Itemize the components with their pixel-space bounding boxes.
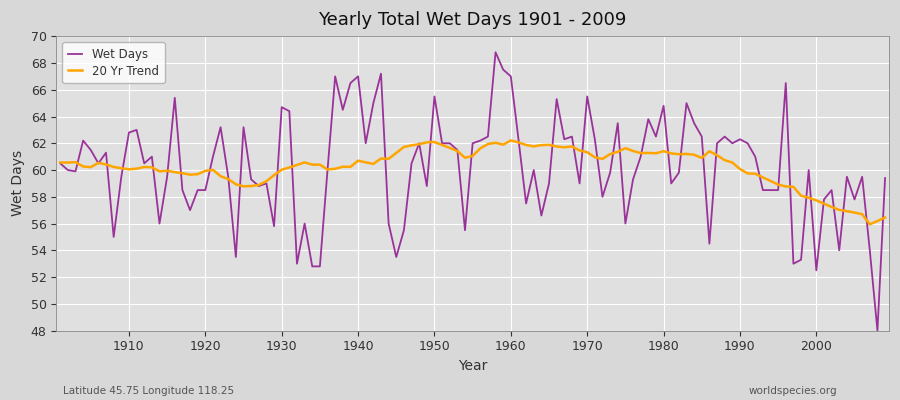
Line: 20 Yr Trend: 20 Yr Trend bbox=[60, 140, 885, 224]
Wet Days bbox=[116, 174, 127, 179]
Text: Latitude 45.75 Longitude 118.25: Latitude 45.75 Longitude 118.25 bbox=[63, 386, 234, 396]
20 Yr Trend bbox=[498, 142, 508, 147]
Wet Days bbox=[329, 74, 340, 79]
20 Yr Trend bbox=[879, 215, 890, 220]
X-axis label: Year: Year bbox=[458, 359, 487, 373]
20 Yr Trend bbox=[284, 165, 294, 170]
Title: Yearly Total Wet Days 1901 - 2009: Yearly Total Wet Days 1901 - 2009 bbox=[319, 11, 626, 29]
20 Yr Trend bbox=[506, 138, 517, 143]
20 Yr Trend bbox=[605, 152, 616, 156]
Line: Wet Days: Wet Days bbox=[60, 52, 885, 331]
20 Yr Trend bbox=[116, 166, 127, 171]
Wet Days bbox=[513, 137, 524, 142]
Wet Days bbox=[506, 74, 517, 79]
20 Yr Trend bbox=[55, 160, 66, 165]
Y-axis label: Wet Days: Wet Days bbox=[11, 150, 25, 216]
Wet Days bbox=[55, 161, 66, 166]
Wet Days bbox=[879, 176, 890, 180]
20 Yr Trend bbox=[513, 140, 524, 145]
Legend: Wet Days, 20 Yr Trend: Wet Days, 20 Yr Trend bbox=[62, 42, 165, 84]
Wet Days bbox=[605, 170, 616, 175]
20 Yr Trend bbox=[329, 166, 340, 171]
Text: worldspecies.org: worldspecies.org bbox=[749, 386, 837, 396]
Wet Days bbox=[872, 328, 883, 333]
20 Yr Trend bbox=[864, 222, 875, 227]
Wet Days bbox=[284, 109, 294, 114]
Wet Days bbox=[491, 50, 501, 55]
